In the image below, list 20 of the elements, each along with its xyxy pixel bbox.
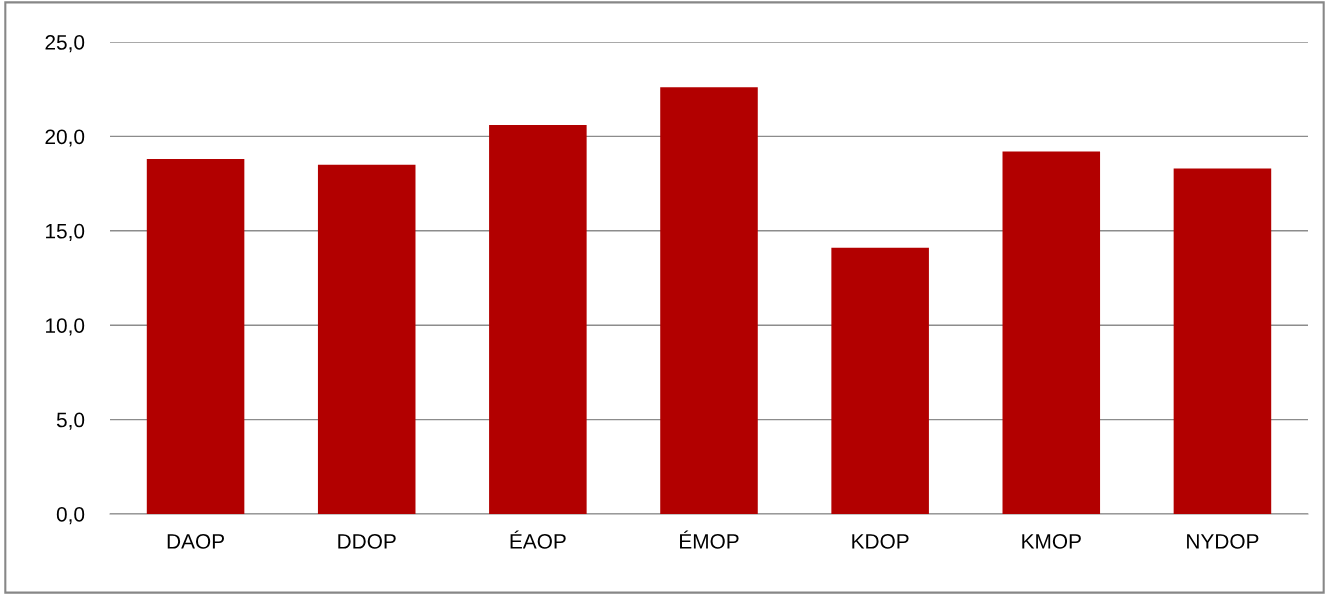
bar bbox=[831, 247, 929, 514]
bar bbox=[489, 125, 587, 514]
x-tick-label: NYDOP bbox=[1187, 533, 1259, 549]
x-tick-label: KDOP bbox=[852, 533, 909, 549]
x-tick-label: KMOP bbox=[1022, 533, 1081, 549]
y-tick-label: 15,0 bbox=[46, 223, 85, 242]
bar bbox=[660, 87, 758, 514]
bar bbox=[1173, 168, 1272, 514]
y-tick-label: 10,0 bbox=[46, 318, 85, 336]
bar bbox=[146, 159, 245, 514]
y-tick-label: 25,0 bbox=[45, 35, 85, 53]
x-tick-label: ÉMOP bbox=[680, 530, 739, 549]
y-tick-label: 5,0 bbox=[56, 412, 85, 430]
x-tick-label: ÉAOP bbox=[510, 530, 566, 549]
x-tick-label: DAOP bbox=[167, 533, 224, 549]
y-tick-label: 0,0 bbox=[56, 507, 85, 525]
bar bbox=[1002, 151, 1101, 514]
bar bbox=[317, 164, 416, 514]
x-tick-label: DDOP bbox=[338, 533, 396, 549]
y-tick-label: 20,0 bbox=[45, 129, 85, 147]
